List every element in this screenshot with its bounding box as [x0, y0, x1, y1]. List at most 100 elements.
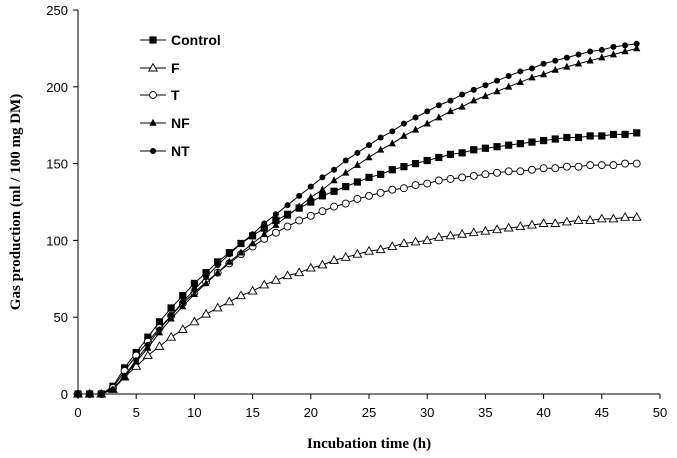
- series-nf-point: [516, 77, 524, 85]
- series-nf-point: [598, 53, 606, 61]
- series-control-point: [330, 187, 338, 195]
- series-f-point: [375, 244, 386, 254]
- series-nt-point: [494, 77, 501, 84]
- series-control-point: [411, 160, 420, 168]
- series-control-point: [144, 333, 152, 341]
- series-control-point: [423, 156, 431, 165]
- axes-layer: 0 5 10 15 20 25 30 35 40 45 50 0 50 100 150 200 250: [46, 3, 667, 420]
- series-t-point: [458, 173, 467, 182]
- series-f-point: [468, 227, 479, 237]
- series-t-point: [621, 159, 630, 168]
- x-tick-label: 25: [362, 405, 376, 420]
- series-t-point: [528, 165, 536, 174]
- series-nf-line: [78, 47, 637, 395]
- series-nt-point: [400, 120, 407, 127]
- series-t-point: [504, 167, 513, 176]
- y-tick-label: 200: [46, 80, 68, 95]
- series-nt-point: [598, 46, 605, 53]
- series-nf-point: [307, 193, 315, 201]
- series-control: [74, 129, 641, 398]
- series-nt-point: [389, 128, 396, 135]
- series-nt-point: [366, 142, 372, 149]
- series-f-point: [201, 308, 212, 318]
- series-t-point: [562, 162, 571, 171]
- legend-label: NT: [171, 143, 190, 159]
- series-nf-point: [283, 211, 292, 219]
- legend-label: Control: [171, 32, 221, 48]
- series-nt-point: [272, 211, 279, 218]
- series-f-point: [166, 331, 177, 341]
- series-nf-point: [423, 119, 431, 127]
- series-nf-point: [377, 145, 385, 153]
- series-f-point: [620, 212, 631, 221]
- series-t-point: [481, 170, 490, 179]
- series-control-point: [586, 132, 594, 140]
- legend-item-f: F: [140, 60, 180, 76]
- series-t-point: [574, 162, 583, 171]
- series-f: [73, 212, 642, 398]
- series-nf-point: [493, 87, 501, 95]
- series-nt-point: [447, 97, 454, 104]
- series-nt-point: [261, 220, 268, 227]
- series-t-point: [388, 185, 397, 194]
- series-nf-point: [225, 257, 233, 265]
- series-f-point: [445, 230, 456, 240]
- series-control-point: [446, 150, 455, 158]
- series-nt-point: [156, 326, 163, 333]
- series-control-point: [481, 144, 489, 152]
- series-t-point: [271, 228, 280, 237]
- series-nt-point: [540, 60, 547, 67]
- series-nf-point: [528, 73, 536, 81]
- series-f-point: [282, 270, 293, 280]
- series-control-point: [598, 132, 606, 140]
- series-control-point: [458, 149, 466, 157]
- series-control-point: [633, 129, 641, 137]
- series-nf-point: [353, 160, 361, 168]
- series-nf-point: [365, 153, 373, 161]
- series-nt-point: [517, 68, 524, 75]
- series-f-point: [538, 218, 549, 227]
- series-control-point: [202, 269, 210, 277]
- series-control-point: [214, 258, 222, 266]
- series-f-point: [131, 361, 142, 370]
- y-tick-label: 250: [46, 3, 68, 18]
- series-control-point: [155, 318, 164, 326]
- series-nt-point: [342, 157, 349, 164]
- legend-item-t: T: [140, 87, 180, 103]
- x-tick-label: 15: [245, 405, 259, 420]
- series-nf-point: [295, 202, 303, 210]
- series-nf-point: [563, 62, 571, 70]
- series-f-point: [177, 324, 188, 333]
- series-f-point: [189, 316, 200, 326]
- series-nt-point: [505, 73, 512, 80]
- series-nf-point: [435, 113, 443, 121]
- series-nt-point: [168, 312, 175, 319]
- series-control-point: [470, 146, 478, 154]
- series-f-point: [608, 213, 619, 223]
- series-nt-point: [610, 43, 617, 50]
- series-nt-point: [121, 372, 128, 379]
- series-nf-point: [470, 96, 478, 104]
- series-nt-point: [307, 183, 314, 190]
- series-nf-point: [214, 268, 222, 276]
- series-t-point: [330, 202, 339, 211]
- y-axis-title: Gas production (ml / 100 mg DM): [8, 94, 24, 310]
- series-control-point: [505, 141, 513, 149]
- series-nt-point: [319, 174, 326, 181]
- series-t-point: [551, 164, 560, 173]
- series-t-point: [353, 194, 362, 203]
- series-nt-point: [575, 51, 582, 58]
- series-t-point: [597, 161, 606, 170]
- series-control-point: [167, 304, 175, 312]
- series-t-point: [586, 161, 595, 170]
- series-nt-point: [237, 240, 244, 247]
- series-t-point: [539, 164, 548, 173]
- series-t-point: [632, 159, 641, 168]
- series-control-point: [563, 133, 571, 142]
- series-f-point: [224, 296, 235, 306]
- legend-label: NF: [171, 115, 190, 131]
- series-control-point: [272, 216, 280, 225]
- series-control-point: [435, 153, 443, 162]
- series-t-point: [434, 176, 443, 185]
- series-nt-point: [622, 42, 629, 49]
